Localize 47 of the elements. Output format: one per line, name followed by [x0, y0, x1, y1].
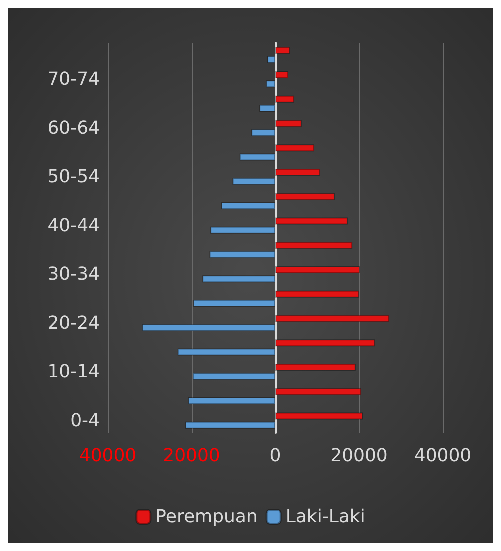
y-tick-label: 60-64	[48, 118, 100, 139]
bar	[276, 388, 362, 396]
bar	[210, 251, 276, 258]
bar	[260, 104, 276, 112]
bar	[276, 266, 360, 274]
bar	[185, 422, 276, 429]
bar	[252, 129, 276, 136]
bar	[276, 315, 390, 322]
bar	[178, 348, 276, 356]
bar	[240, 154, 276, 161]
x-tick-label: 0	[270, 446, 282, 466]
bar	[210, 226, 276, 234]
x-tick-label: 40000	[414, 446, 472, 466]
bar	[276, 120, 302, 128]
bar	[276, 169, 320, 176]
bar	[268, 56, 276, 64]
x-tick-label: 20000	[330, 446, 388, 466]
bar	[232, 178, 276, 186]
bar	[276, 218, 348, 225]
bar	[276, 290, 360, 298]
bar	[202, 276, 276, 283]
legend-label: Perempuan	[156, 506, 258, 528]
bar	[276, 242, 353, 250]
bar	[276, 144, 314, 152]
x-tick-label: 20000	[163, 446, 220, 466]
bar	[276, 364, 356, 372]
legend-label: Laki-Laki	[286, 506, 366, 528]
bar	[276, 340, 376, 347]
bar	[276, 96, 294, 103]
bar	[142, 324, 276, 332]
bar	[276, 412, 364, 420]
bar	[276, 72, 288, 79]
y-tick-label: 10-14	[48, 362, 100, 383]
y-tick-label: 70-74	[48, 69, 100, 90]
y-tick-label: 0-4	[70, 410, 100, 432]
bar	[221, 202, 276, 210]
bar	[193, 373, 276, 380]
y-tick-label: 20-24	[48, 312, 100, 334]
y-tick-label: 40-44	[48, 215, 100, 236]
y-tick-label: 30-34	[48, 264, 100, 286]
bar	[188, 397, 276, 404]
bar	[193, 300, 276, 307]
y-tick-label: 50-54	[48, 166, 100, 188]
bar	[266, 80, 276, 88]
bar	[276, 47, 290, 54]
bar	[276, 193, 335, 200]
x-tick-label: 40000	[79, 446, 137, 466]
